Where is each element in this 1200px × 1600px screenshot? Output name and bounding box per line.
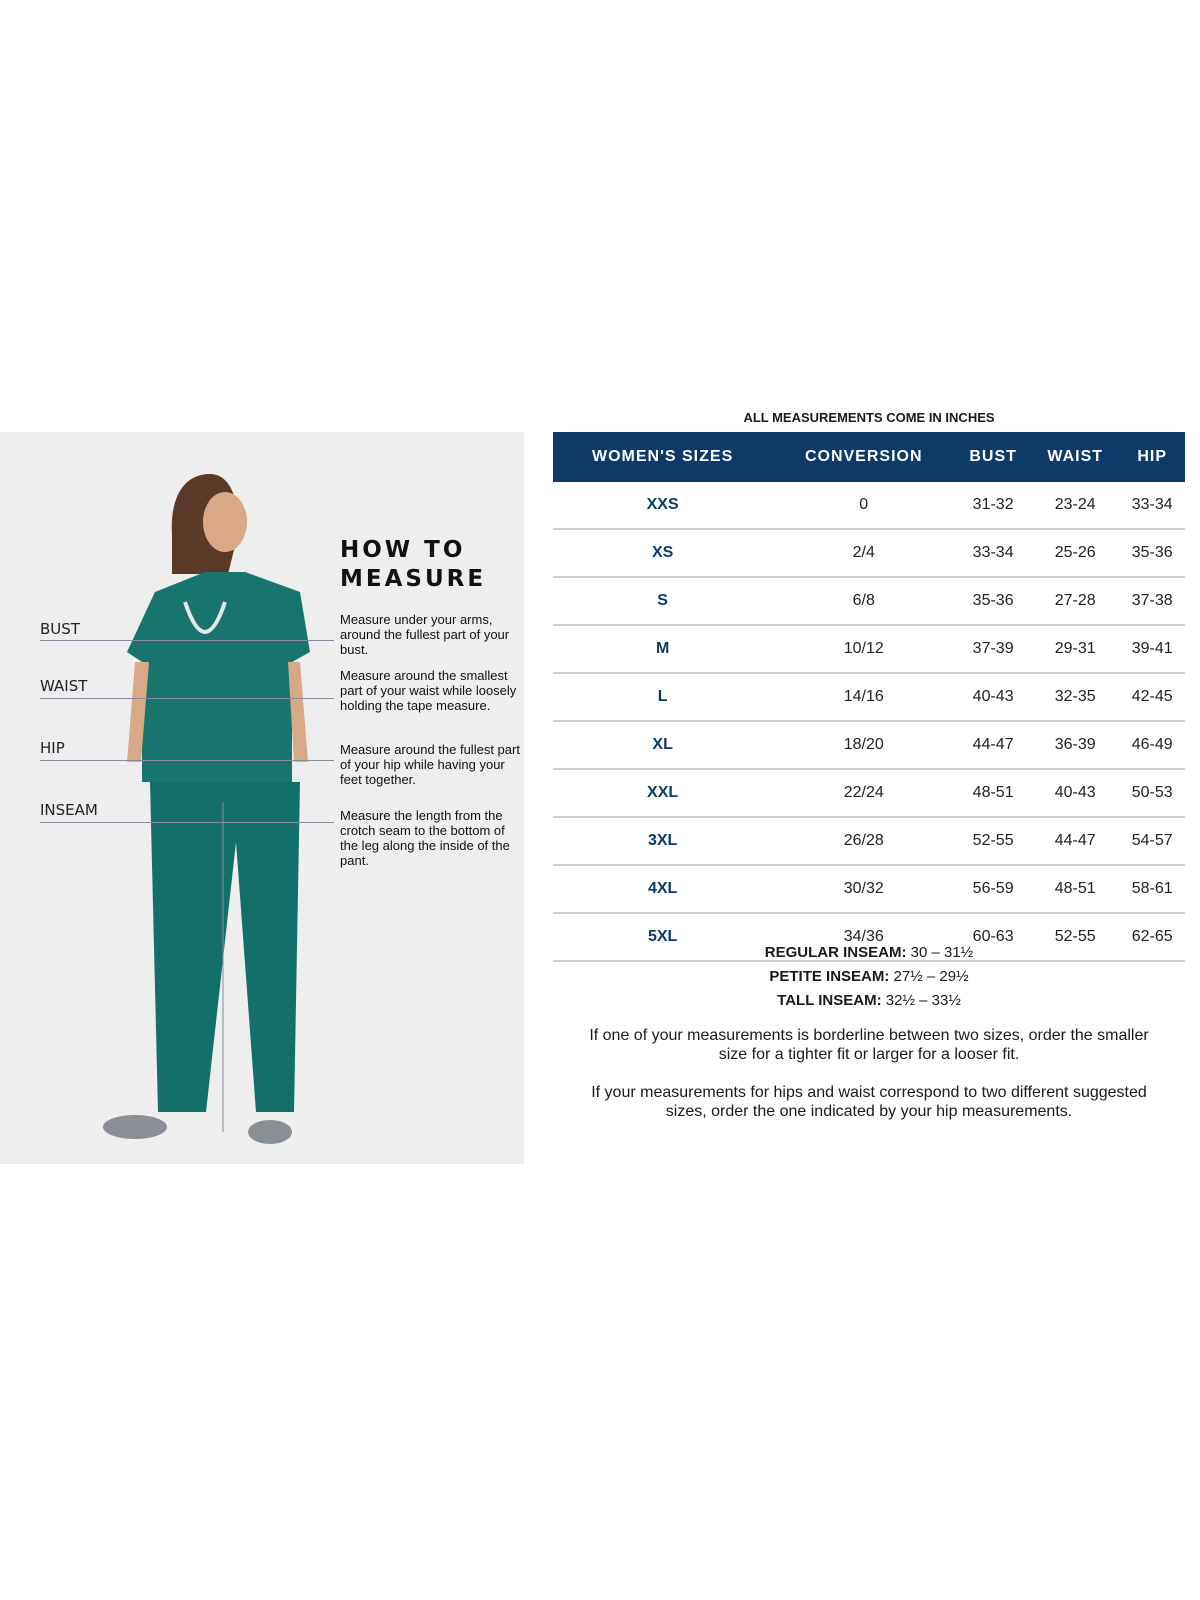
inseam-description: Measure the length from the crotch seam …: [340, 808, 510, 868]
cell-bust: 56-59: [955, 865, 1032, 914]
cell-size: XXL: [553, 769, 773, 818]
cell-bust: 44-47: [955, 721, 1032, 770]
cell-size: XL: [553, 721, 773, 770]
table-row: L 14/16 40-43 32-35 42-45: [553, 673, 1185, 722]
table-row: XXL 22/24 48-51 40-43 50-53: [553, 769, 1185, 818]
cell-hip: 37-38: [1119, 577, 1185, 626]
inseam-label: REGULAR INSEAM:: [764, 944, 907, 961]
waist-label: WAIST: [40, 677, 88, 695]
inseam-label: INSEAM: [40, 801, 98, 819]
cell-hip: 33-34: [1119, 482, 1185, 530]
header-waist: WAIST: [1031, 432, 1120, 482]
cell-bust: 37-39: [955, 625, 1032, 674]
cell-waist: 29-31: [1031, 625, 1120, 674]
table-row: S 6/8 35-36 27-28 37-38: [553, 577, 1185, 626]
cell-size: XS: [553, 529, 773, 578]
cell-hip: 35-36: [1119, 529, 1185, 578]
hip-waist-note: If your measurements for hips and waist …: [591, 1084, 1147, 1120]
table-row: M 10/12 37-39 29-31 39-41: [553, 625, 1185, 674]
header-sizes: WOMEN'S SIZES: [553, 432, 773, 482]
table-row: XXS 0 31-32 23-24 33-34: [553, 482, 1185, 530]
cell-waist: 25-26: [1031, 529, 1120, 578]
inseam-value: 32½ – 33½: [885, 992, 961, 1009]
borderline-note: If one of your measurements is borderlin…: [589, 1027, 1149, 1063]
size-chart-table: WOMEN'S SIZES CONVERSION BUST WAIST HIP …: [553, 432, 1185, 962]
table-row: 3XL 26/28 52-55 44-47 54-57: [553, 817, 1185, 866]
table-row: XL 18/20 44-47 36-39 46-49: [553, 721, 1185, 770]
bust-line: [40, 640, 334, 641]
cell-hip: 62-65: [1119, 913, 1185, 962]
cell-hip: 46-49: [1119, 721, 1185, 770]
cell-hip: 42-45: [1119, 673, 1185, 722]
cell-hip: 54-57: [1119, 817, 1185, 866]
bust-description: Measure under your arms, around the full…: [340, 612, 510, 657]
cell-waist: 40-43: [1031, 769, 1120, 818]
hip-line: [40, 760, 334, 761]
cell-size: M: [553, 625, 773, 674]
cell-size: L: [553, 673, 773, 722]
cell-conversion: 30/32: [772, 865, 956, 914]
cell-waist: 36-39: [1031, 721, 1120, 770]
cell-waist: 48-51: [1031, 865, 1120, 914]
cell-size: 3XL: [553, 817, 773, 866]
cell-bust: 33-34: [955, 529, 1032, 578]
header-conversion: CONVERSION: [772, 432, 956, 482]
cell-waist: 23-24: [1031, 482, 1120, 530]
header-bust: BUST: [955, 432, 1032, 482]
cell-waist: 52-55: [1031, 913, 1120, 962]
cell-hip: 39-41: [1119, 625, 1185, 674]
inseam-label: TALL INSEAM:: [777, 992, 882, 1009]
cell-conversion: 6/8: [772, 577, 956, 626]
tall-inseam: TALL INSEAM: 32½ – 33½: [553, 992, 1185, 1009]
bust-label: BUST: [40, 620, 80, 638]
cell-conversion: 0: [772, 482, 956, 530]
title-line-2: MEASURE: [340, 566, 487, 592]
waist-line: [40, 698, 334, 699]
cell-size: 5XL: [553, 913, 773, 962]
cell-bust: 35-36: [955, 577, 1032, 626]
cell-conversion: 10/12: [772, 625, 956, 674]
cell-size: S: [553, 577, 773, 626]
units-note: ALL MEASUREMENTS COME IN INCHES: [743, 410, 995, 425]
inseam-line: [40, 822, 334, 823]
cell-waist: 32-35: [1031, 673, 1120, 722]
inseam-label: PETITE INSEAM:: [769, 968, 890, 985]
table-row: XS 2/4 33-34 25-26 35-36: [553, 529, 1185, 578]
table-row: 5XL 34/36 60-63 52-55 62-65: [553, 913, 1185, 962]
cell-hip: 58-61: [1119, 865, 1185, 914]
inseam-value: 30 – 31½: [910, 944, 974, 961]
cell-conversion: 2/4: [772, 529, 956, 578]
cell-conversion: 34/36: [772, 913, 956, 962]
cell-conversion: 26/28: [772, 817, 956, 866]
hip-label: HIP: [40, 739, 65, 757]
table-header-row: WOMEN'S SIZES CONVERSION BUST WAIST HIP: [553, 432, 1185, 482]
cell-conversion: 14/16: [772, 673, 956, 722]
table-row: 4XL 30/32 56-59 48-51 58-61: [553, 865, 1185, 914]
regular-inseam: REGULAR INSEAM: 30 – 31½: [553, 944, 1185, 961]
cell-bust: 52-55: [955, 817, 1032, 866]
petite-inseam: PETITE INSEAM: 27½ – 29½: [553, 968, 1185, 985]
model-photo: [103, 474, 310, 1144]
cell-conversion: 22/24: [772, 769, 956, 818]
waist-description: Measure around the smallest part of your…: [340, 668, 517, 713]
page-title: HOW TO MEASURE: [340, 536, 486, 594]
header-hip: HIP: [1119, 432, 1185, 482]
cell-conversion: 18/20: [772, 721, 956, 770]
cell-waist: 27-28: [1031, 577, 1120, 626]
inseam-value: 27½ – 29½: [893, 968, 969, 985]
how-to-measure-panel: BUST WAIST HIP INSEAM HOW TO MEASURE Mea…: [0, 432, 524, 1164]
hip-description: Measure around the fullest part of your …: [340, 742, 520, 787]
title-line-1: HOW TO: [340, 537, 466, 563]
cell-size: 4XL: [553, 865, 773, 914]
cell-size: XXS: [553, 482, 773, 530]
cell-bust: 48-51: [955, 769, 1032, 818]
cell-bust: 60-63: [955, 913, 1032, 962]
cell-hip: 50-53: [1119, 769, 1185, 818]
cell-waist: 44-47: [1031, 817, 1120, 866]
cell-bust: 31-32: [955, 482, 1032, 530]
cell-bust: 40-43: [955, 673, 1032, 722]
